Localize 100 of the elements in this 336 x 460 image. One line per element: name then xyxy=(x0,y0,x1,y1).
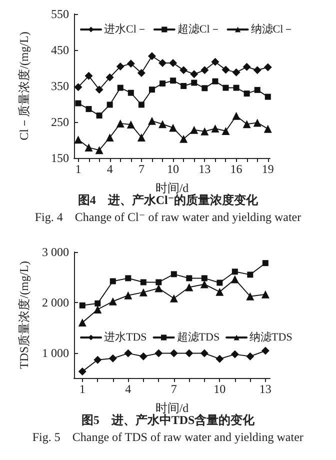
point xyxy=(138,102,144,108)
point xyxy=(95,146,104,154)
y-axis-title: Cl－质量浓度/(mg/L) xyxy=(17,32,31,140)
legend-label: 纳滤TDS xyxy=(250,330,292,344)
y-tick-label: 350 xyxy=(51,79,69,93)
point xyxy=(247,272,254,278)
point xyxy=(94,356,102,364)
x-axis-title: 时间/d xyxy=(155,181,189,195)
point xyxy=(139,352,148,360)
point xyxy=(170,349,178,358)
point xyxy=(200,127,209,136)
point xyxy=(186,275,192,282)
y-tick-label: 1 000 xyxy=(42,346,69,360)
point xyxy=(137,133,146,142)
legend-label: 超滤Cl－ xyxy=(177,22,221,36)
point xyxy=(222,66,230,74)
point xyxy=(170,294,178,302)
point xyxy=(124,349,132,358)
point xyxy=(185,283,194,292)
legend-label: 超滤TDS xyxy=(176,330,220,344)
x-tick-label: 13 xyxy=(198,162,211,176)
point xyxy=(169,58,178,67)
y-axis-title: TDS质量浓度/(mg/L) xyxy=(17,261,31,369)
legend-label: 进水Cl－ xyxy=(104,22,148,36)
legend-label: 进水TDS xyxy=(104,330,147,344)
y-tick-label: 550 xyxy=(51,7,69,21)
point xyxy=(254,86,260,93)
x-tick-label: 1 xyxy=(79,382,86,396)
point xyxy=(170,78,176,84)
point xyxy=(84,144,93,152)
point xyxy=(158,58,167,67)
point xyxy=(106,102,113,108)
y-tick-label: 3 000 xyxy=(42,245,69,259)
point xyxy=(160,80,166,86)
point xyxy=(158,120,167,128)
point xyxy=(180,83,187,89)
point xyxy=(180,66,188,74)
point xyxy=(86,106,92,112)
point xyxy=(200,280,208,288)
point xyxy=(140,279,146,286)
point xyxy=(84,72,93,80)
point xyxy=(128,90,134,96)
x-tick-label: 16 xyxy=(230,162,242,176)
point xyxy=(148,86,155,93)
point xyxy=(154,284,163,292)
point xyxy=(108,354,117,362)
point xyxy=(106,73,114,82)
point xyxy=(94,305,102,314)
point xyxy=(169,124,178,132)
point xyxy=(154,349,163,358)
point xyxy=(232,268,238,275)
point xyxy=(79,302,86,308)
legend-label: 纳滤Cl－ xyxy=(250,22,294,36)
point xyxy=(116,62,124,71)
point xyxy=(222,127,230,135)
point xyxy=(201,275,208,282)
point xyxy=(94,300,101,306)
point xyxy=(261,290,270,298)
point xyxy=(242,62,251,71)
point xyxy=(110,278,116,284)
point xyxy=(190,126,198,134)
x-tick-label: 4 xyxy=(125,382,132,396)
caption: Fig. 4 Change of Cl⁻ of raw water and yielding water xyxy=(34,210,302,224)
point xyxy=(125,275,132,282)
point xyxy=(126,60,135,68)
point xyxy=(180,134,188,143)
point xyxy=(74,136,82,144)
point xyxy=(202,85,208,92)
point xyxy=(200,66,209,74)
point xyxy=(185,349,194,358)
x-tick-label: 7 xyxy=(138,162,144,176)
caption: Fig. 5 Change of TDS of raw water and yielding water xyxy=(32,430,304,444)
point xyxy=(96,112,102,119)
point xyxy=(246,292,254,300)
point xyxy=(264,63,272,72)
y-tick-label: 250 xyxy=(51,115,69,129)
x-tick-label: 7 xyxy=(170,382,177,396)
point xyxy=(211,124,220,132)
point xyxy=(216,354,224,363)
point xyxy=(78,318,86,327)
point xyxy=(264,94,271,100)
caption: 图4 进、产水Cl⁻的质量浓度变化 xyxy=(78,193,260,207)
point xyxy=(232,68,240,76)
point xyxy=(148,52,156,60)
point xyxy=(230,275,239,284)
x-tick-label: 13 xyxy=(259,382,272,396)
point xyxy=(78,367,86,376)
x-tick-label: 4 xyxy=(106,162,113,176)
point xyxy=(116,119,124,128)
point xyxy=(230,350,239,358)
point xyxy=(253,66,262,74)
y-tick-label: 2 000 xyxy=(42,295,69,310)
point xyxy=(74,83,82,92)
point xyxy=(124,291,132,300)
y-tick-label: 450 xyxy=(51,43,69,57)
point xyxy=(253,118,262,127)
point xyxy=(170,271,177,278)
point xyxy=(232,112,240,120)
point xyxy=(261,346,270,355)
point xyxy=(148,116,156,125)
